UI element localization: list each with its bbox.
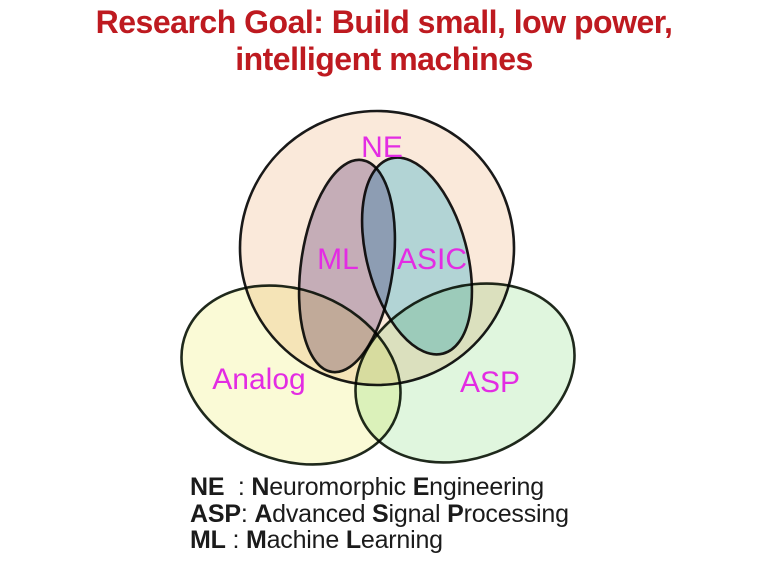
legend-segment: earning: [360, 526, 443, 554]
legend-line: ML : Machine Learning: [190, 527, 569, 554]
legend-segment: S: [372, 499, 389, 528]
legend-segment: ASP: [190, 499, 241, 528]
legend-line: ASP: Advanced Signal Processing: [190, 499, 569, 528]
slide-title-line-1: Research Goal: Build small, low power,: [95, 4, 673, 40]
legend-segment: L: [345, 526, 361, 554]
legend-segment: N: [251, 473, 270, 501]
venn-set-asic: [360, 156, 474, 356]
legend-segment: :: [240, 499, 255, 528]
legend-segment: E: [412, 473, 430, 501]
venn-label-ml: ML: [317, 243, 359, 276]
legend-segment: euromorphic: [269, 473, 413, 501]
legend-segment: P: [447, 499, 464, 528]
legend-segment: ignal: [388, 499, 448, 528]
legend-segment: dvanced: [272, 499, 373, 528]
slide-title-line-2: intelligent machines: [235, 41, 533, 77]
venn-label-asic: ASIC: [397, 243, 467, 276]
legend-line: NE : Neuromorphic Engineering: [190, 474, 569, 501]
legend-segment: :: [224, 473, 252, 501]
legend-segment: rocessing: [463, 499, 569, 528]
venn-label-ne: NE: [361, 131, 403, 164]
legend-segment: :: [225, 526, 246, 554]
legend-segment: achine: [266, 526, 346, 554]
legend-segment: NE: [190, 473, 225, 501]
legend-segment: ML: [190, 526, 226, 554]
venn-label-asp: ASP: [460, 366, 520, 399]
legend-segment: ngineering: [429, 473, 544, 501]
slide-title: Research Goal: Build small, low power, i…: [0, 4, 768, 78]
venn-label-analog: Analog: [212, 363, 305, 396]
legend: NE : Neuromorphic Engineering ASP: Advanc…: [190, 474, 569, 554]
legend-segment: M: [245, 526, 267, 554]
legend-segment: A: [254, 499, 273, 528]
